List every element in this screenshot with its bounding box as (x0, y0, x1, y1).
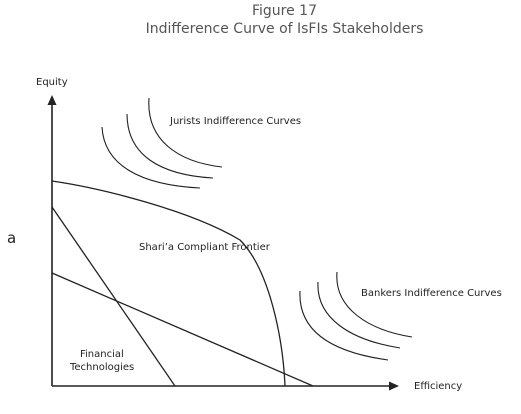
x-axis-label: Efficiency (414, 381, 462, 392)
jurists-curves (101, 97, 223, 189)
x-axis-arrowhead (389, 381, 399, 391)
jurists-curve-3 (148, 97, 223, 168)
axes (51, 104, 393, 387)
figure-caption: Indifference Curve of IsFIs Stakeholders (145, 21, 424, 37)
side-letter: a (7, 229, 17, 247)
bankers-label: Bankers Indifference Curves (361, 288, 502, 299)
y-axis-label: Equity (36, 77, 68, 88)
bankers-curves (299, 271, 413, 361)
sharia-frontier-curve (51, 180, 286, 387)
fintech-label-line2: Technologies (69, 362, 134, 373)
figure-number: Figure 17 (251, 3, 317, 19)
bankers-curve-2 (317, 281, 401, 349)
fintech-line-shallow (51, 272, 314, 387)
bankers-curve-3 (336, 271, 413, 338)
fintech-line-steep (51, 206, 176, 387)
jurists-curve-2 (126, 113, 214, 179)
jurists-curve-1 (101, 126, 201, 189)
y-axis-arrowhead (47, 95, 57, 105)
frontier-label: Shari’a Compliant Frontier (139, 242, 271, 253)
fintech-lines (51, 206, 314, 387)
fintech-label-line1: Financial (80, 349, 124, 360)
jurists-label: Jurists Indifference Curves (169, 116, 301, 127)
bankers-curve-1 (299, 290, 389, 361)
